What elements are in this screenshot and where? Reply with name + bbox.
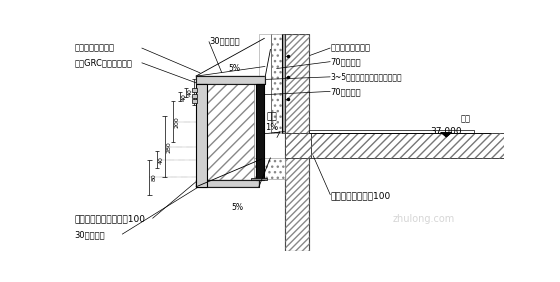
Polygon shape	[441, 133, 451, 137]
Bar	[309, 130, 474, 133]
Text: 1%: 1%	[265, 123, 278, 132]
Bar	[285, 133, 311, 158]
Text: 70厚岩棉板: 70厚岩棉板	[330, 58, 361, 67]
Text: 70厚聚苯板: 70厚聚苯板	[330, 87, 361, 96]
Bar	[192, 94, 197, 98]
Text: 5%: 5%	[231, 203, 244, 212]
Text: 30厚聚苯板: 30厚聚苯板	[209, 36, 240, 45]
Bar	[282, 34, 285, 133]
Text: 5%: 5%	[228, 64, 240, 73]
Text: 翻包网格布转角各100: 翻包网格布转角各100	[330, 191, 391, 200]
Bar	[285, 34, 309, 251]
Text: 岩棉板专用锚固件: 岩棉板专用锚固件	[330, 43, 370, 52]
Bar	[196, 180, 259, 187]
Bar	[309, 133, 504, 158]
Text: 80: 80	[151, 173, 156, 181]
Text: 120: 120	[197, 87, 202, 98]
Text: 40: 40	[188, 89, 193, 96]
Text: 装饰檐线径轨支架: 装饰檐线径轨支架	[74, 43, 114, 52]
Bar	[196, 180, 259, 187]
Text: 40: 40	[158, 156, 164, 164]
Bar	[207, 84, 254, 180]
Text: 30厚聚苯板: 30厚聚苯板	[74, 230, 105, 239]
Text: 200: 200	[175, 116, 180, 128]
Bar	[309, 133, 504, 158]
Bar	[285, 34, 309, 251]
Text: 37.000: 37.000	[430, 127, 462, 136]
Bar	[196, 84, 207, 187]
Bar	[192, 88, 197, 92]
Bar	[251, 178, 267, 180]
Text: 居室: 居室	[460, 114, 470, 123]
Bar	[256, 84, 264, 180]
Bar	[196, 76, 265, 84]
Text: 空调: 空调	[267, 112, 277, 121]
Bar	[259, 34, 270, 133]
Text: 280: 280	[166, 141, 171, 153]
Text: 附加网格布转角长度各100: 附加网格布转角长度各100	[74, 214, 146, 223]
Text: 40: 40	[181, 93, 186, 101]
Bar	[270, 34, 282, 133]
Bar	[192, 99, 197, 103]
Text: 3~5厚抹面砂浆复合材料网格布: 3~5厚抹面砂浆复合材料网格布	[330, 73, 402, 82]
Text: 成品GRC外墙装饰檐线: 成品GRC外墙装饰檐线	[74, 59, 132, 68]
Bar	[196, 76, 265, 84]
Bar	[285, 133, 311, 158]
Text: zhulong.com: zhulong.com	[393, 215, 455, 224]
Bar	[220, 158, 285, 179]
